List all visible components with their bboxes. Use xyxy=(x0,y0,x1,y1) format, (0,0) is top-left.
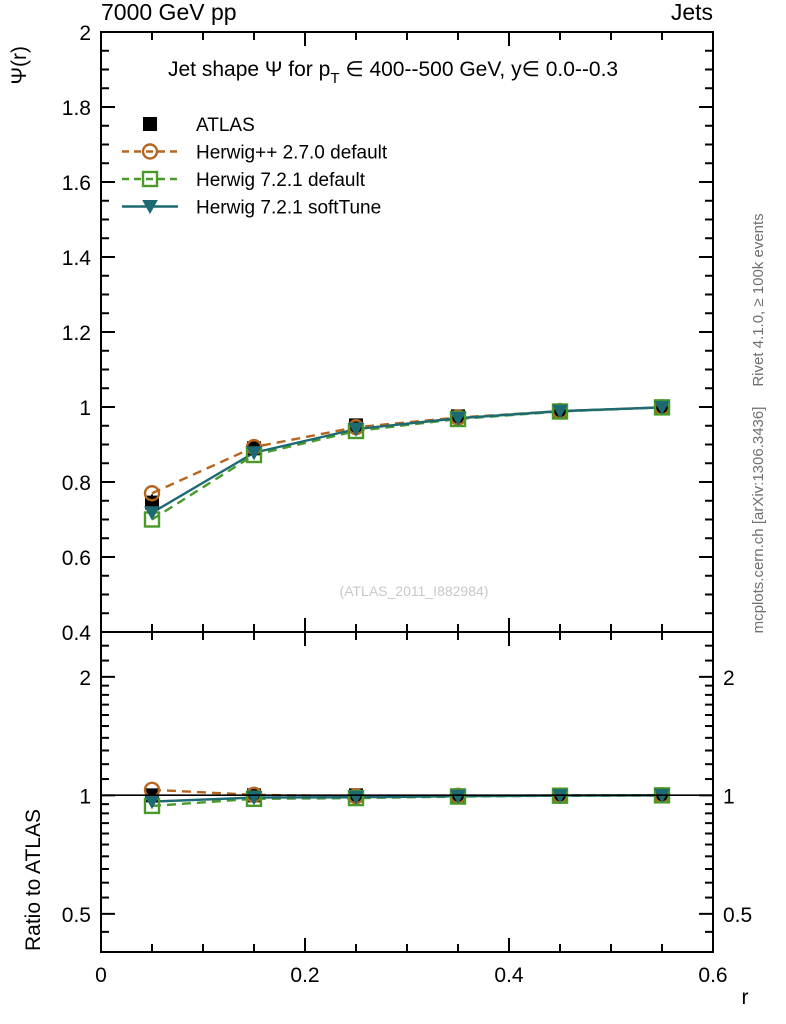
markers-herwig-7-2-1-softtune xyxy=(144,400,670,521)
title-mid: for p xyxy=(282,58,330,81)
svg-text:2: 2 xyxy=(79,667,91,690)
axis-ticks xyxy=(100,31,714,952)
markers-herwig-2-7-0-default xyxy=(143,781,671,805)
legend-label: ATLAS xyxy=(196,115,255,136)
svg-text:2: 2 xyxy=(723,667,735,690)
legend-entry-3: Herwig 7.2.1 softTune xyxy=(122,198,381,219)
legend-label: Herwig 7.2.1 softTune xyxy=(196,198,381,219)
svg-text:1.6: 1.6 xyxy=(62,172,91,195)
series-herwig-2-7-0-default xyxy=(151,406,663,495)
svg-text:0.8: 0.8 xyxy=(62,472,91,495)
legend-label: Herwig++ 2.7.0 default xyxy=(196,143,388,164)
svg-text:0.2: 0.2 xyxy=(290,964,319,987)
rivet-version-label: Rivet 4.1.0, ≥ 100k events xyxy=(750,213,767,386)
y-axis-label-ratio: Ratio to ATLAS xyxy=(22,809,45,951)
ratio-panel-frame xyxy=(100,631,714,953)
legend: ATLAS Herwig++ 2.7.0 default Herwig 7.2.1 … xyxy=(122,115,388,219)
main-panel-frame xyxy=(100,31,714,633)
series-herwig-7-2-1-default xyxy=(151,406,663,521)
analysis-id-watermark: (ATLAS_2011_I882984) xyxy=(340,583,489,599)
title-post: ∈ 400--500 GeV, y∈ 0.0--0.3 xyxy=(339,58,618,81)
svg-text:0.5: 0.5 xyxy=(723,904,752,927)
markers-herwig-7-2-1-default xyxy=(143,787,671,815)
svg-text:0.4: 0.4 xyxy=(62,622,92,645)
title-psi: Ψ xyxy=(265,58,283,81)
header-right: Jets xyxy=(671,0,713,25)
markers-atlas xyxy=(145,400,669,511)
axis-tick-labels: 0.4 0.6 0.8 1 1.2 1.4 1.6 1.8 2 0.5 0.5 1 1 2 2 0 0.2 0.4… xyxy=(62,22,752,987)
svg-text:0.4: 0.4 xyxy=(494,964,524,987)
svg-text:0.5: 0.5 xyxy=(62,904,91,927)
series-herwig-7-2-1-softtune xyxy=(151,406,663,514)
title-pre: Jet shape xyxy=(168,58,265,81)
main-series-group xyxy=(143,399,671,528)
legend-entry-0: ATLAS xyxy=(143,115,255,136)
mcplots-source-label: mcplots.cern.ch [arXiv:1306.3436] xyxy=(750,407,767,634)
svg-text:2: 2 xyxy=(79,22,91,45)
svg-text:1.4: 1.4 xyxy=(62,247,92,270)
legend-entry-1: Herwig++ 2.7.0 default xyxy=(122,143,388,164)
svg-text:1: 1 xyxy=(79,785,91,808)
markers-herwig-2-7-0-default xyxy=(143,399,671,502)
legend-entry-2: Herwig 7.2.1 default xyxy=(122,170,366,191)
title-subscript: T xyxy=(330,70,339,87)
svg-text:0.6: 0.6 xyxy=(62,547,91,570)
svg-text:0: 0 xyxy=(95,964,107,987)
header-left: 7000 GeV pp xyxy=(101,0,237,25)
ratio-series-group xyxy=(143,781,671,815)
legend-label: Herwig 7.2.1 default xyxy=(196,170,366,191)
svg-text:1: 1 xyxy=(723,785,735,808)
y-axis-label-main: Ψ(r) xyxy=(8,46,31,85)
svg-text:1.8: 1.8 xyxy=(62,97,91,120)
plot-title: Jet shape Ψ for pT ∈ 400--500 GeV, y∈ 0.… xyxy=(168,58,618,87)
svg-text:0.6: 0.6 xyxy=(698,964,727,987)
markers-herwig-7-2-1-default xyxy=(143,399,671,528)
svg-text:1.2: 1.2 xyxy=(62,322,91,345)
x-axis-label: r xyxy=(742,986,749,1009)
svg-text:1: 1 xyxy=(79,397,91,420)
